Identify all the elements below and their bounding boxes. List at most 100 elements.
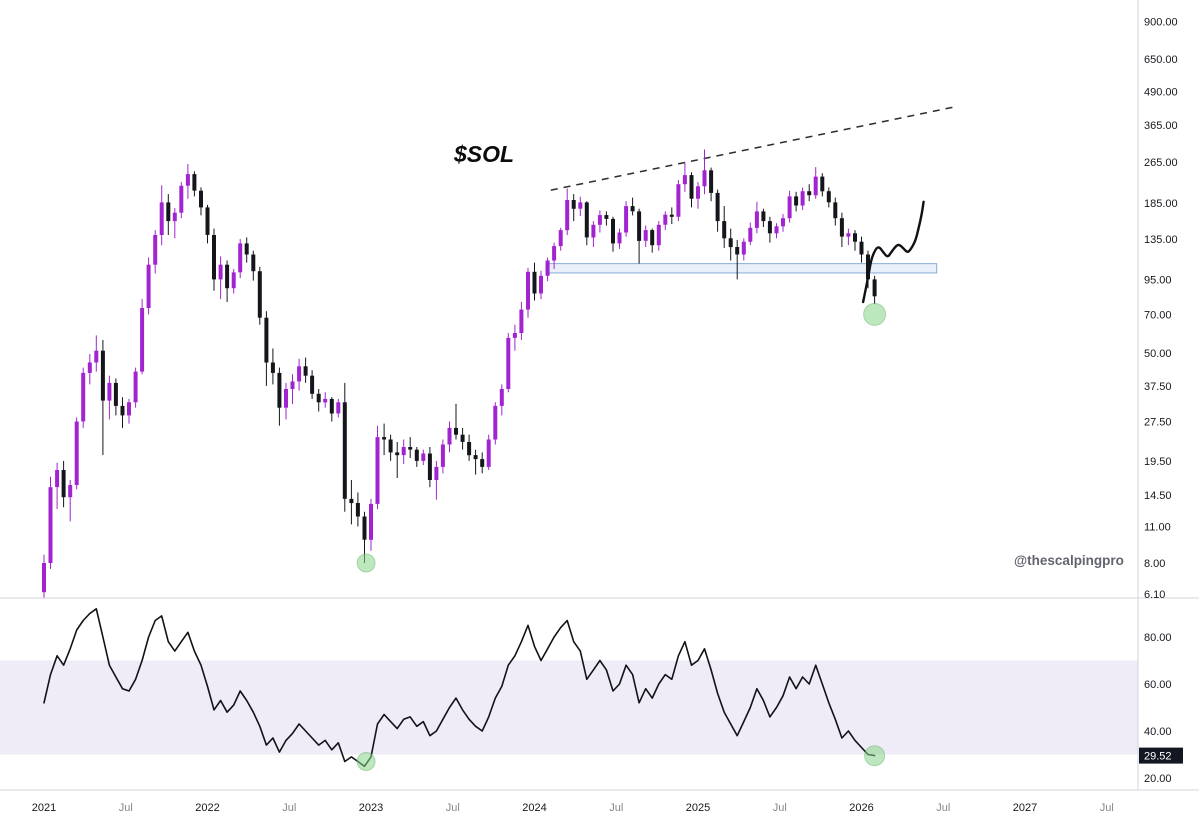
candle-body (591, 224, 596, 238)
watermark-handle: @thescalpingpro (1014, 553, 1124, 568)
candle-body (355, 503, 360, 517)
candle-body (421, 453, 426, 461)
candle-body (440, 444, 445, 467)
time-axis-tick[interactable]: Jul (936, 802, 950, 814)
candle-body (656, 224, 661, 246)
candle-body (395, 452, 400, 456)
candle-body (519, 309, 524, 333)
time-axis-tick[interactable]: Jul (1100, 802, 1114, 814)
rsi-axis-tick: 80.00 (1144, 632, 1172, 644)
candle-body (166, 202, 171, 222)
low-highlight-marker (356, 752, 376, 771)
time-axis-tick[interactable]: Jul (609, 802, 623, 814)
price-axis-tick: 11.00 (1144, 522, 1171, 534)
candle-body (859, 241, 864, 255)
price-axis-tick: 650.00 (1144, 54, 1178, 66)
candle-body (467, 442, 472, 456)
time-axis-tick[interactable]: 2024 (522, 802, 546, 814)
candle-body (741, 241, 746, 255)
low-highlight-marker (863, 302, 887, 326)
candle-body (767, 221, 772, 234)
candle-body (460, 434, 465, 442)
candle-body (709, 170, 714, 193)
candle-body (310, 375, 315, 394)
candle-body (199, 190, 203, 208)
candle-body (382, 437, 387, 440)
candle-body (316, 393, 321, 403)
candle-body (663, 214, 668, 225)
time-axis-tick[interactable]: Jul (119, 802, 133, 814)
candle-body (499, 389, 504, 406)
candle-body (303, 366, 308, 376)
candle-body (205, 207, 210, 235)
price-axis-tick: 135.00 (1144, 234, 1178, 246)
candle-body (558, 230, 563, 247)
candle-body (120, 405, 125, 416)
projection-path[interactable] (861, 200, 925, 304)
candle-body (853, 233, 857, 242)
support-zone[interactable] (545, 263, 938, 274)
price-axis-tick: 70.00 (1144, 309, 1172, 321)
time-axis-tick[interactable]: 2023 (359, 802, 383, 814)
low-highlight-marker (356, 553, 376, 573)
time-axis-tick[interactable]: Jul (773, 802, 787, 814)
candle-series[interactable] (42, 149, 877, 598)
candle-body (454, 427, 458, 435)
candle-body (414, 449, 419, 461)
candle-body (650, 230, 655, 246)
time-axis-tick[interactable]: 2026 (849, 802, 873, 814)
candle-body (290, 381, 295, 389)
candle-body (604, 215, 609, 219)
candle-body (251, 254, 256, 272)
candle-body (813, 176, 818, 196)
candle-body (434, 466, 439, 480)
candle-body (244, 243, 249, 255)
candle-body (754, 211, 759, 228)
rsi-current-badge (1139, 747, 1183, 764)
candle-body (277, 372, 282, 408)
candle-body (323, 398, 328, 403)
trendline[interactable] (550, 106, 955, 191)
candle-body (212, 235, 216, 280)
price-axis-tick: 900.00 (1144, 17, 1178, 29)
candle-body (48, 487, 53, 563)
candle-body (578, 202, 583, 209)
candle-body (761, 211, 766, 222)
candle-body (153, 235, 158, 265)
candle-body (264, 317, 269, 363)
time-axis-tick[interactable]: 2025 (686, 802, 710, 814)
candle-body (669, 214, 674, 217)
candle-body (362, 516, 367, 540)
candle-body (826, 191, 831, 203)
rsi-line[interactable] (43, 607, 876, 768)
price-axis-tick: 490.00 (1144, 86, 1178, 98)
candle-body (624, 206, 629, 233)
candle-body (748, 227, 753, 242)
time-axis-tick[interactable]: 2022 (195, 802, 219, 814)
candle-body (728, 238, 733, 248)
candle-body (493, 405, 498, 440)
candle-body (473, 455, 478, 460)
candle-body (192, 174, 197, 191)
time-axis-tick[interactable]: Jul (282, 802, 296, 814)
candle-body (781, 218, 785, 227)
candle-body (447, 427, 452, 445)
candle-body (532, 271, 537, 294)
candle-body (107, 382, 112, 401)
candle-body (55, 470, 60, 488)
candle-body (794, 196, 799, 206)
candle-body (179, 185, 184, 213)
candle-body (133, 371, 138, 403)
time-axis-tick[interactable]: 2021 (32, 802, 56, 814)
candle-body (702, 170, 707, 187)
price-axis-tick: 95.00 (1144, 274, 1172, 286)
time-axis-tick[interactable]: 2027 (1013, 802, 1037, 814)
candle-body (369, 503, 373, 540)
candle-body (722, 221, 727, 239)
time-axis-tick[interactable]: Jul (446, 802, 460, 814)
symbol-label: $SOL (454, 141, 515, 167)
candle-body (682, 175, 687, 185)
candle-body (637, 211, 642, 241)
